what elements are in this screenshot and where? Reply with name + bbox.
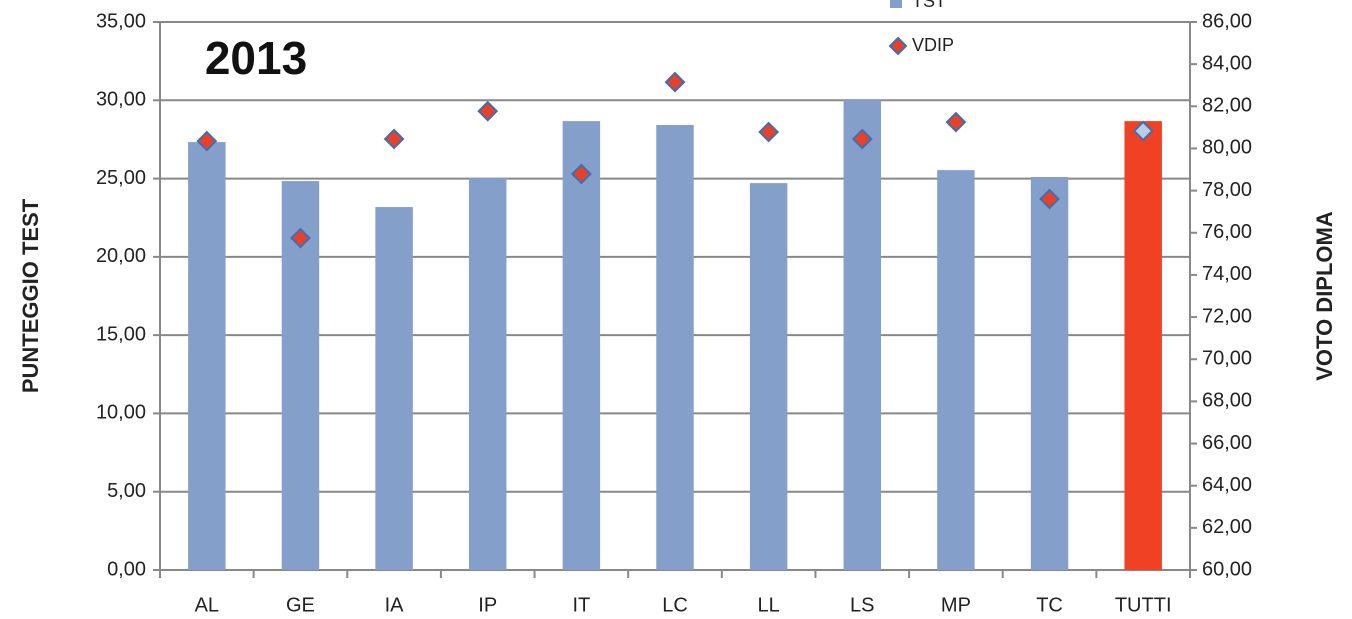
- y2-axis-title: VOTO DIPLOMA: [1312, 211, 1337, 381]
- y-tick-label: 0,00: [107, 558, 146, 580]
- bar: [656, 125, 694, 571]
- y2-tick-label: 62,00: [1202, 516, 1252, 538]
- marker: [290, 227, 311, 249]
- y-tick-label: 30,00: [96, 89, 146, 111]
- y2-tick-label: 80,00: [1202, 137, 1252, 159]
- y2-tick-label: 84,00: [1202, 52, 1252, 74]
- y-tick-label: 20,00: [96, 245, 146, 267]
- y2-tick-label: 82,00: [1202, 95, 1252, 117]
- y2-tick-label: 68,00: [1202, 390, 1252, 412]
- x-tick-label: IP: [478, 594, 497, 616]
- legend-label: TST: [912, 0, 946, 11]
- x-tick-label: IA: [385, 594, 405, 616]
- y2-tick-label: 64,00: [1202, 474, 1252, 496]
- y-tick-label: 25,00: [96, 167, 146, 189]
- bar: [188, 142, 226, 571]
- x-tick-label: MP: [941, 594, 971, 616]
- bar: [1124, 121, 1162, 570]
- x-tick-label: TC: [1036, 594, 1063, 616]
- marker: [477, 100, 499, 122]
- legend-label: VDIP: [912, 35, 954, 55]
- marker: [1132, 120, 1154, 142]
- marker: [196, 130, 218, 152]
- x-tick-label: TUTTI: [1115, 594, 1172, 616]
- bar: [937, 170, 975, 570]
- y2-tick-label: 66,00: [1202, 432, 1252, 454]
- bar: [562, 121, 601, 570]
- y-tick-label: 35,00: [96, 10, 146, 32]
- y-tick-label: 10,00: [96, 402, 146, 424]
- x-tick-label: LC: [662, 594, 688, 616]
- y2-tick-label: 70,00: [1202, 348, 1252, 370]
- marker: [383, 128, 405, 150]
- y2-tick-label: 72,00: [1202, 305, 1252, 327]
- y2-tick-label: 74,00: [1202, 263, 1252, 285]
- marker: [570, 163, 592, 185]
- x-tick-label: LS: [850, 594, 874, 616]
- legend-swatch: [888, 36, 908, 56]
- y-tick-label: 15,00: [96, 323, 146, 345]
- bar: [375, 207, 413, 570]
- marker: [851, 128, 873, 150]
- y2-tick-label: 86,00: [1202, 10, 1252, 32]
- marker: [664, 71, 686, 93]
- marker: [1039, 188, 1060, 210]
- bar: [469, 178, 507, 570]
- y2-tick-label: 60,00: [1202, 558, 1252, 580]
- y2-tick-label: 78,00: [1202, 179, 1252, 201]
- y-axis-title: PUNTEGGIO TEST: [18, 198, 43, 393]
- x-tick-label: LL: [758, 594, 780, 616]
- y-tick-label: 5,00: [107, 480, 146, 502]
- bar: [843, 100, 881, 570]
- bar: [749, 183, 788, 570]
- marker: [945, 111, 967, 133]
- chart-title: 2013: [205, 32, 307, 84]
- bar: [1030, 177, 1069, 570]
- x-tick-label: AL: [195, 594, 219, 616]
- x-tick-label: IT: [572, 594, 590, 616]
- legend-swatch: [890, 0, 902, 8]
- marker: [758, 121, 780, 143]
- x-tick-label: GE: [286, 594, 315, 616]
- y2-tick-label: 76,00: [1202, 221, 1252, 243]
